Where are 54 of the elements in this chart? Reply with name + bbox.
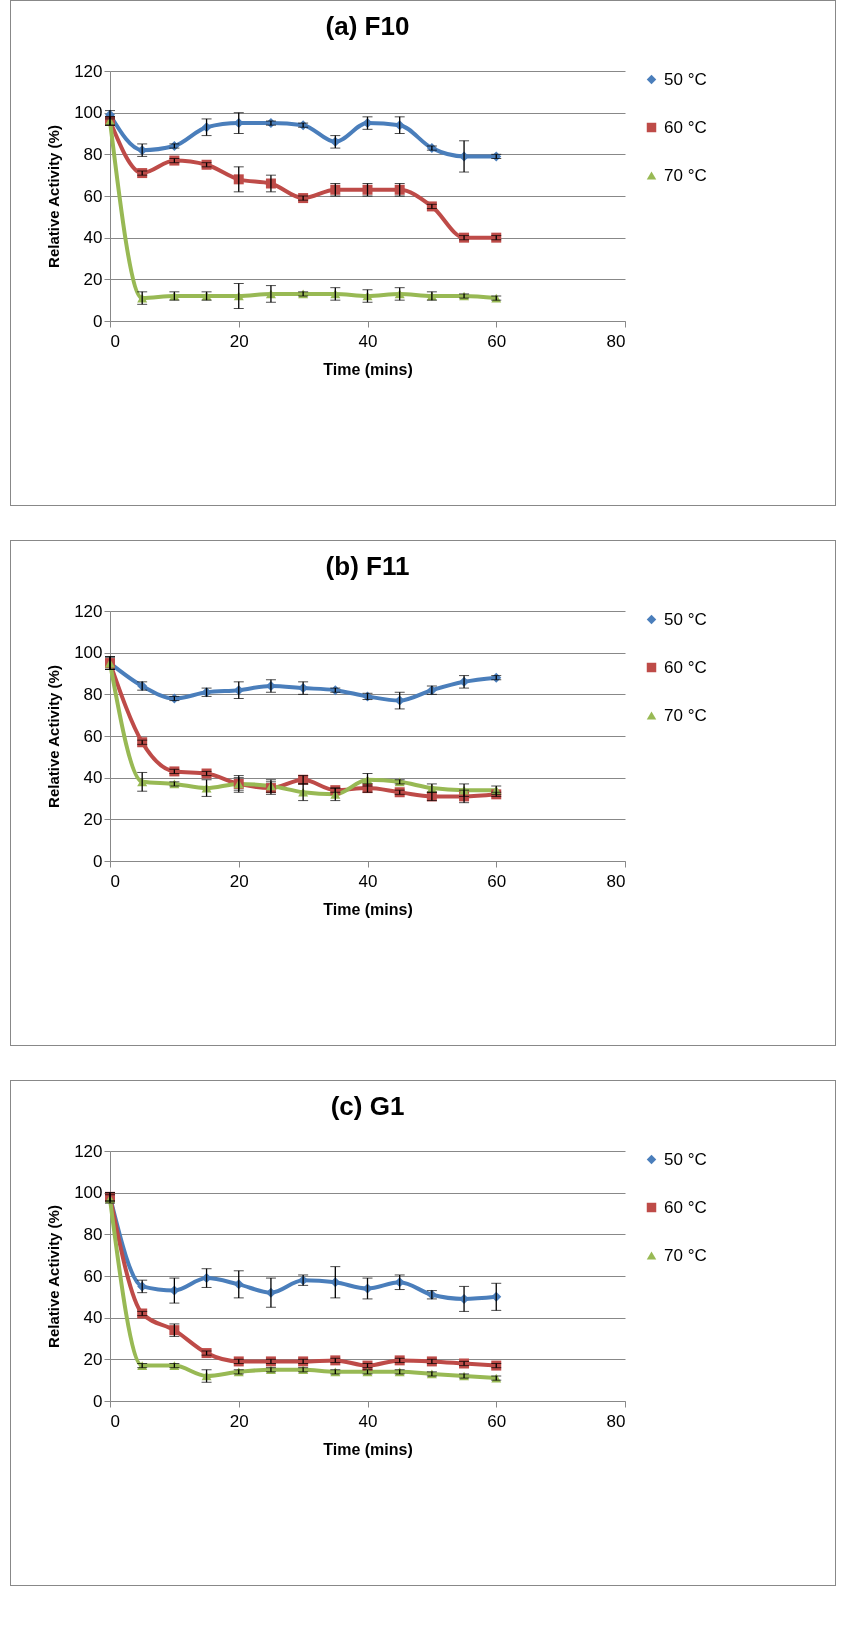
x-axis-title: Time (mins) [323,1440,413,1458]
y-tick-label: 80 [83,144,103,164]
y-tick-label: 20 [83,1349,103,1369]
y-tick-label: 60 [83,1266,103,1286]
legend-label: 50 °C [664,69,707,89]
x-tick-label: 20 [229,871,249,891]
y-tick-label: 80 [83,684,103,704]
y-axis-title: Relative Activity (%) [45,125,63,268]
x-tick-label: 40 [358,1411,378,1431]
y-axis-title: Relative Activity (%) [45,665,63,808]
x-tick-label: 40 [358,331,378,351]
y-tick-label: 120 [74,1141,103,1161]
y-tick-label: 80 [83,1224,103,1244]
x-tick-label: 20 [229,331,249,351]
y-tick-label: 20 [83,809,103,829]
y-tick-label: 100 [74,643,103,663]
x-axis-title: Time (mins) [323,900,413,918]
y-tick-label: 0 [93,311,103,331]
legend-label: 70 °C [664,705,707,725]
x-tick-label: 80 [606,871,626,891]
x-tick-label: 80 [606,1411,626,1431]
x-tick-label: 60 [487,331,507,351]
legend-label: 60 °C [664,657,707,677]
y-tick-label: 100 [74,1183,103,1203]
chart-title: (c) G1 [330,1091,405,1121]
y-tick-label: 60 [83,726,103,746]
x-tick-label: 40 [358,871,378,891]
legend-label: 70 °C [664,1245,707,1265]
y-tick-label: 40 [83,768,103,788]
y-tick-label: 0 [93,851,103,871]
y-axis-title: Relative Activity (%) [45,1205,63,1348]
y-tick-label: 120 [74,61,103,81]
y-tick-label: 40 [83,1308,103,1328]
x-axis-title: Time (mins) [323,360,413,378]
y-tick-label: 120 [74,601,103,621]
y-tick-label: 60 [83,186,103,206]
x-tick-label: 20 [229,1411,249,1431]
legend-label: 50 °C [664,609,707,629]
legend-label: 60 °C [664,117,707,137]
legend-label: 60 °C [664,1197,707,1217]
legend-label: 70 °C [664,165,707,185]
x-tick-label: 60 [487,1411,507,1431]
x-tick-label: 0 [110,871,120,891]
x-tick-label: 0 [110,1411,120,1431]
chart-title: (a) F10 [325,11,410,41]
chart-title: (b) F11 [325,551,410,581]
y-tick-label: 40 [83,228,103,248]
y-tick-label: 20 [83,269,103,289]
x-tick-label: 80 [606,331,626,351]
x-tick-label: 60 [487,871,507,891]
y-tick-label: 100 [74,103,103,123]
legend-label: 50 °C [664,1149,707,1169]
y-tick-label: 0 [93,1391,103,1411]
x-tick-label: 0 [110,331,120,351]
